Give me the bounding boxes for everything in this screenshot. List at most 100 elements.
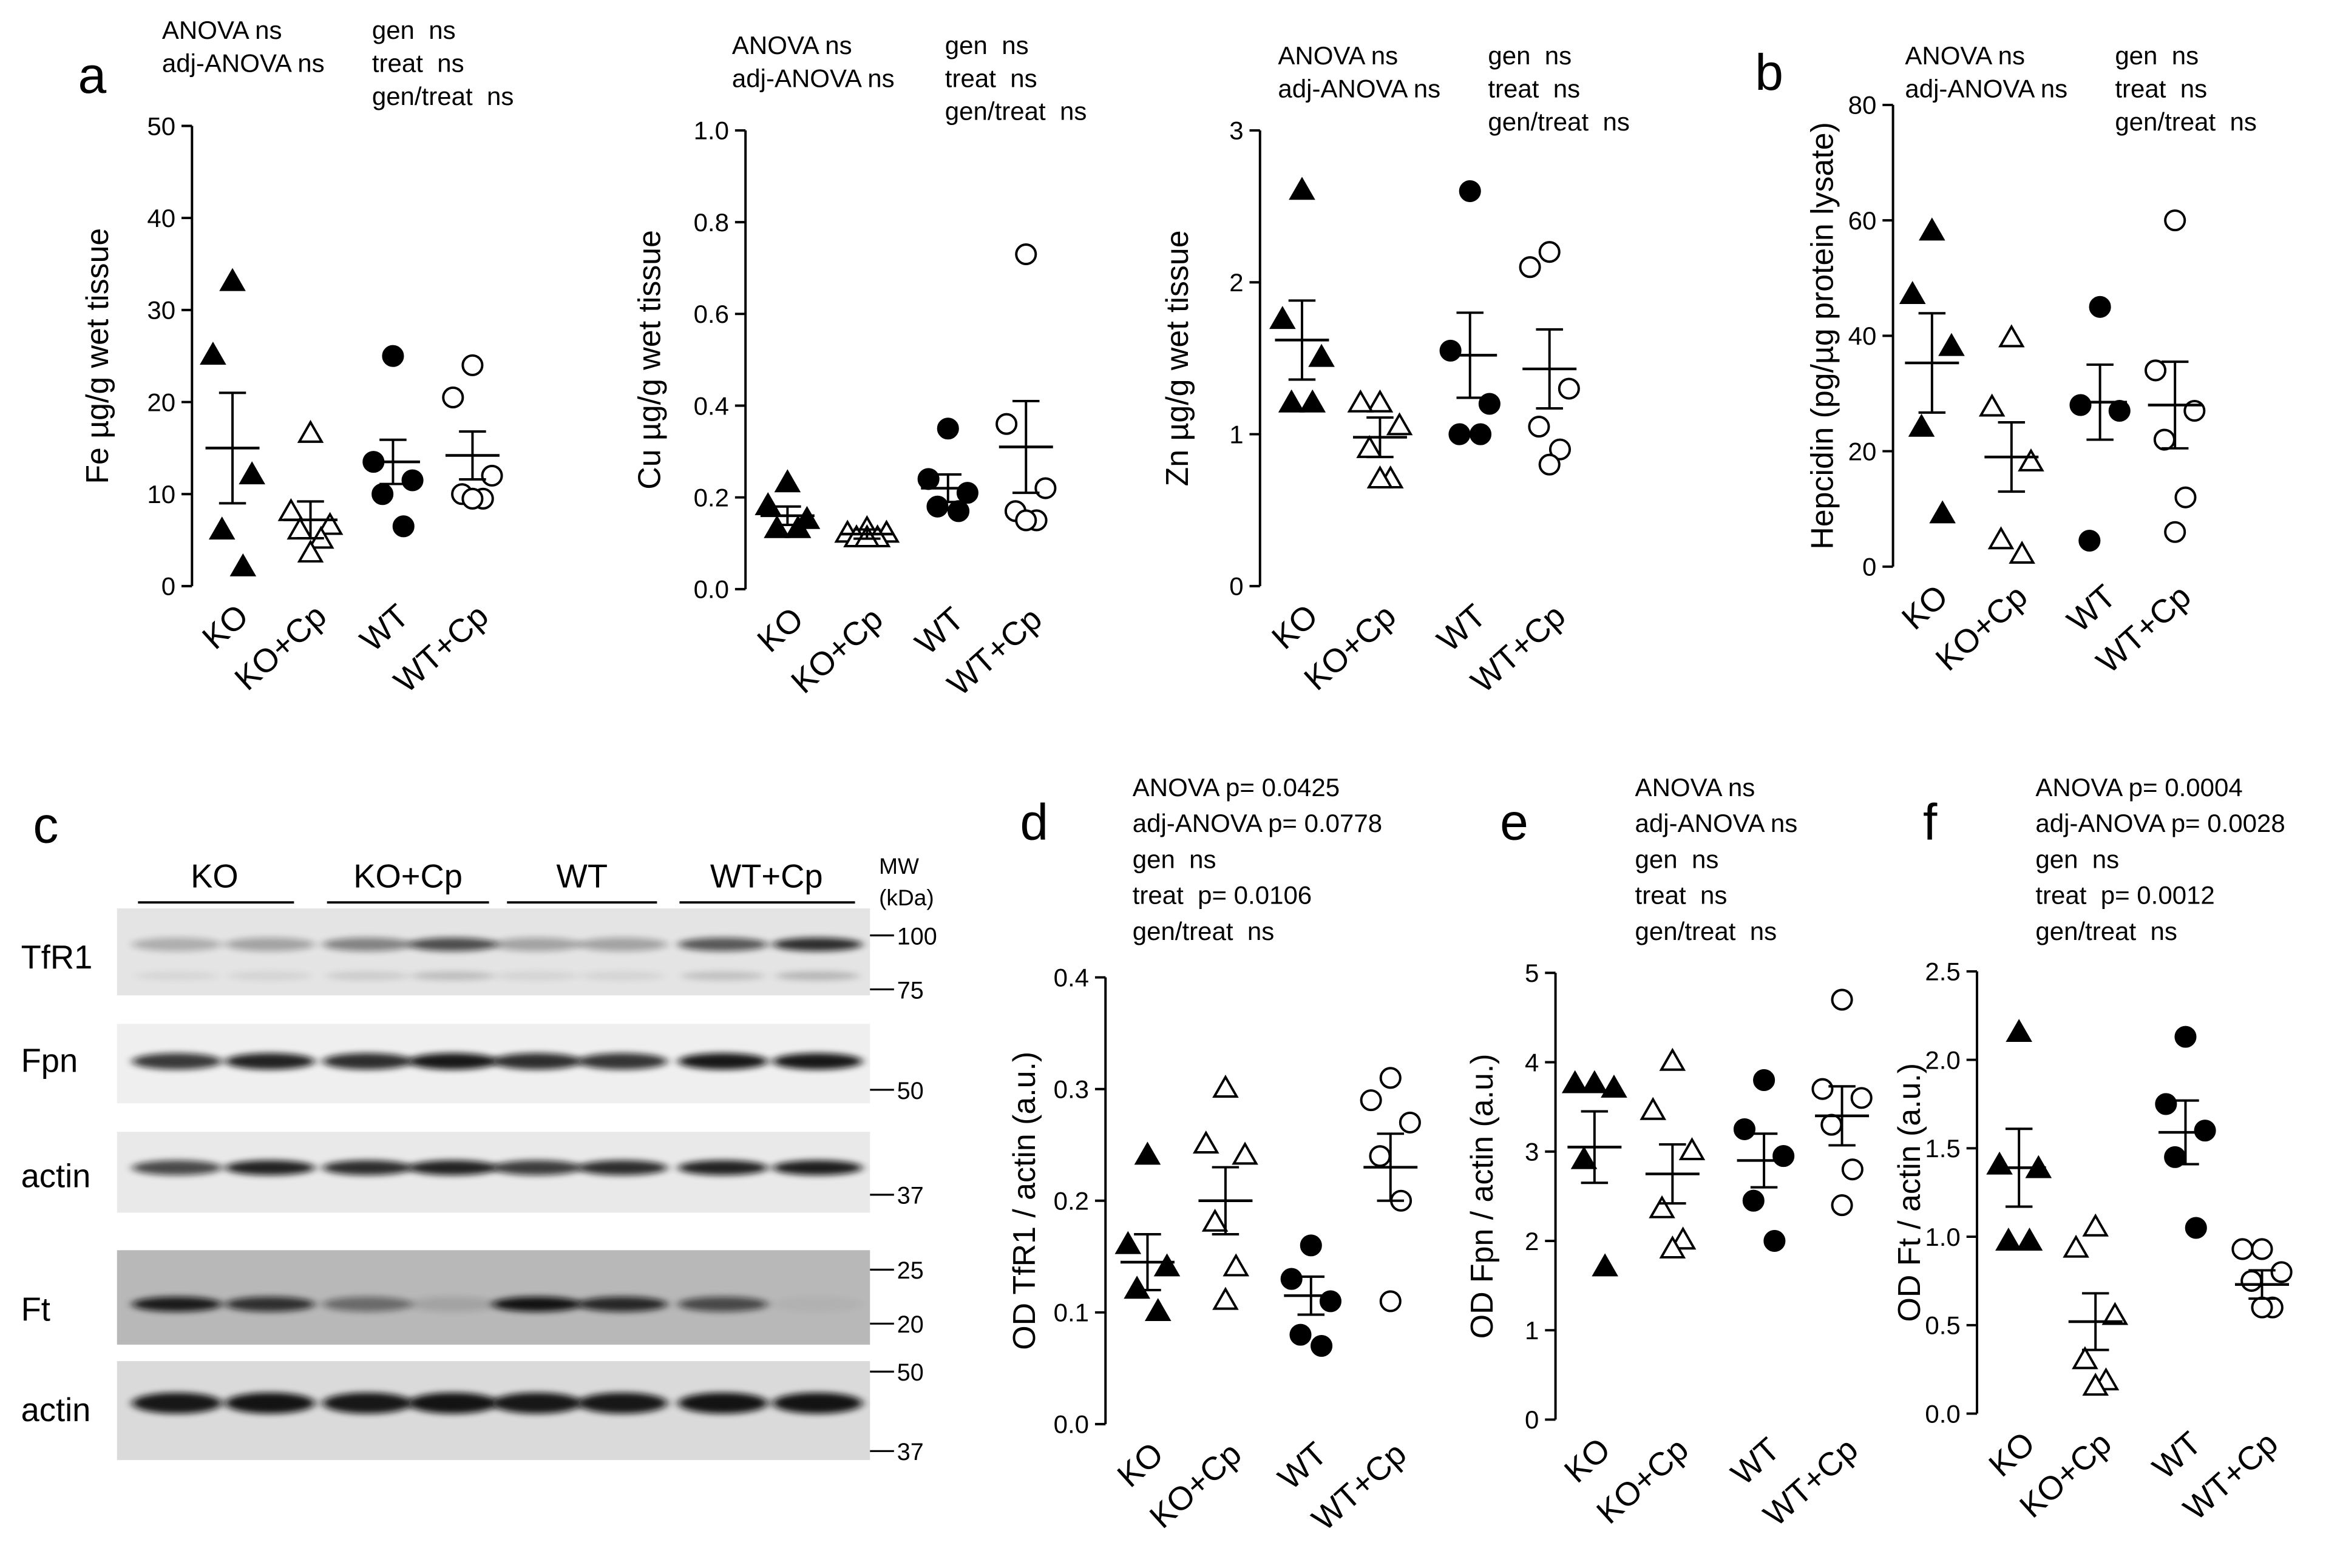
circle-marker [1300, 1234, 1322, 1257]
error-bar [297, 500, 324, 540]
annotation: gen ns [1488, 41, 1572, 70]
annotation: ANOVA ns [1278, 41, 1398, 70]
blot-band [225, 1053, 315, 1070]
triangle-marker [2082, 1373, 2109, 1396]
circle-marker [2251, 1296, 2273, 1319]
y-tick-label: 0.1 [1054, 1299, 1089, 1327]
blot-band [677, 1160, 768, 1175]
blot-band [225, 938, 315, 951]
circle-marker [1820, 1113, 1843, 1136]
annotation: treat ns [372, 49, 464, 78]
mw-marker-label: 37 [897, 1183, 924, 1209]
triangle-marker [1144, 1298, 1172, 1322]
circle-marker [2231, 1238, 2254, 1260]
circle-marker [1448, 423, 1471, 445]
triangle-marker [316, 512, 344, 535]
error-bar [1288, 299, 1316, 381]
circle-marker [2155, 1093, 2177, 1115]
mw-marker-label: 37 [897, 1439, 924, 1465]
y-tick-label: 0.0 [1925, 1399, 1960, 1428]
blot-row-label: actin [21, 1158, 91, 1195]
y-tick-label: 0 [1229, 572, 1243, 601]
error-bar [379, 438, 407, 485]
y-tick-label: 60 [1848, 206, 1877, 235]
blot-band [322, 1296, 413, 1312]
blot-band [225, 1160, 315, 1175]
y-axis-label: Cu µg/g wet tissue [631, 230, 666, 490]
triangle-marker [755, 492, 782, 516]
circle-marker [2145, 359, 2167, 382]
error-bar [1828, 1085, 1856, 1147]
error-bar [1366, 416, 1394, 459]
blot-band [577, 938, 668, 951]
triangle-marker [2018, 448, 2044, 471]
annotation: gen/treat ns [2115, 107, 2257, 136]
y-tick-label: 0 [1862, 553, 1876, 581]
triangle-marker [1659, 1047, 1686, 1071]
error-bar [1134, 1232, 1161, 1291]
circle-marker [1811, 1078, 1834, 1100]
mw-marker-label: 20 [897, 1311, 924, 1338]
y-tick-label: 20 [147, 388, 175, 416]
blot-strip [117, 1361, 870, 1461]
circle-marker [2251, 1238, 2273, 1260]
error-bar [1659, 1143, 1686, 1205]
x-tick-label: WT [353, 597, 416, 659]
annotation: gen/treat ns [1133, 917, 1275, 945]
triangle-marker [277, 498, 305, 521]
blot-band [492, 1160, 582, 1175]
y-tick-label: 0.3 [1054, 1075, 1089, 1104]
annotation: gen ns [945, 31, 1029, 59]
triangle-marker [297, 539, 324, 563]
circle-marker [1015, 243, 1037, 266]
triangle-marker [1938, 333, 1965, 356]
annotation: gen/treat ns [372, 82, 514, 110]
triangle-marker [1366, 465, 1394, 488]
circle-marker [1831, 988, 1853, 1011]
y-axis-label: OD Fpn / actin (a.u.) [1464, 1053, 1499, 1339]
triangle-marker [2063, 1234, 2089, 1258]
blot-band [677, 1392, 768, 1414]
circle-marker [1360, 1089, 1382, 1112]
circle-marker [1478, 393, 1501, 415]
y-tick-label: 10 [147, 480, 175, 509]
circle-marker [2164, 209, 2186, 232]
triangle-marker [1223, 1253, 1250, 1277]
triangle-marker [1899, 281, 1926, 305]
circle-marker [1841, 1158, 1864, 1181]
x-tick-label: KO [1894, 578, 1955, 637]
blot-band [408, 1160, 498, 1175]
mw-marker-label: 25 [897, 1257, 924, 1284]
y-tick-label: 3 [1229, 117, 1243, 145]
circle-marker [1439, 339, 1462, 362]
y-axis-label: OD Ft / actin (a.u.) [1891, 1063, 1927, 1322]
x-tick-label: KO [1110, 1435, 1170, 1495]
blot-band [580, 971, 665, 981]
triangle-marker [1998, 324, 2025, 348]
panel-letter: a [78, 47, 107, 104]
y-tick-label: 40 [147, 204, 175, 232]
triangle-marker [1278, 389, 1305, 413]
circle-marker [1459, 180, 1481, 203]
blot-band [132, 1296, 222, 1312]
y-axis-label: Fe µg/g wet tissue [80, 228, 115, 484]
blot-band [322, 1053, 413, 1070]
blot-band [225, 1296, 315, 1312]
y-tick-label: 2.0 [1925, 1046, 1960, 1074]
circle-marker [2164, 521, 2186, 543]
triangle-marker [774, 469, 801, 493]
annotation: adj-ANOVA ns [732, 64, 895, 92]
annotation: ANOVA ns [1905, 41, 2025, 70]
triangle-marker [1995, 1228, 2022, 1251]
circle-marker [1289, 1323, 1312, 1346]
circle-marker [2174, 1026, 2197, 1048]
circle-marker [1850, 1087, 1873, 1109]
x-tick-label: KO+Cp [784, 600, 890, 701]
blot-band [492, 1296, 582, 1312]
circle-marker [2185, 1217, 2207, 1239]
blot-strip [117, 908, 870, 996]
x-tick-label: WT [1430, 597, 1493, 659]
circle-marker [1399, 1111, 1421, 1134]
circle-marker [1831, 1194, 1853, 1217]
blot-band [677, 1296, 768, 1312]
